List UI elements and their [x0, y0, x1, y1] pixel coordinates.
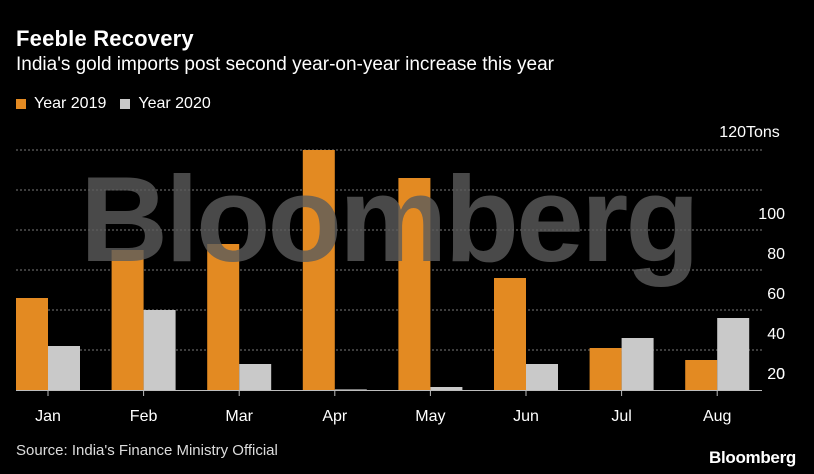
- bar-jan-year-2019: [16, 298, 48, 390]
- bar-apr-year-2019: [302, 150, 335, 390]
- y-tick-label-80: 80: [767, 246, 785, 263]
- legend-label-2020: Year 2020: [138, 95, 211, 112]
- bar-may-year-2019: [398, 178, 431, 390]
- legend-item-2020: Year 2020: [120, 95, 211, 113]
- x-tick-label-aug: Aug: [703, 408, 731, 425]
- bar-may-year-2020: [430, 387, 463, 390]
- bar-feb-year-2019: [111, 250, 144, 390]
- y-tick-label-40: 40: [767, 326, 785, 343]
- y-tick-label-20: 20: [767, 366, 785, 383]
- legend: Year 2019 Year 2020: [16, 95, 225, 113]
- y-tick-label-0: 0: [776, 366, 785, 383]
- chart-title: Feeble Recovery: [16, 26, 194, 51]
- chart-subtitle: India's gold imports post second year-on…: [16, 54, 555, 75]
- bar-mar-year-2020: [239, 364, 272, 390]
- bar-jul-year-2020: [621, 338, 654, 390]
- bar-feb-year-2020: [143, 310, 176, 390]
- y-tick-label-60: 60: [767, 286, 785, 303]
- y-tick-label-120: 120: [719, 124, 746, 141]
- y-unit-label: Tons: [746, 124, 780, 141]
- x-tick-label-jan: Jan: [35, 408, 61, 425]
- x-tick-label-may: May: [415, 408, 445, 425]
- legend-label-2019: Year 2019: [34, 95, 107, 112]
- y-tick-label-100: 100: [758, 206, 785, 223]
- legend-swatch-2020: [120, 99, 131, 109]
- x-tick-label-jun: Jun: [513, 408, 539, 425]
- x-tick-label-apr: Apr: [322, 408, 348, 425]
- bar-aug-year-2019: [685, 360, 718, 390]
- legend-swatch-2019: [16, 99, 26, 109]
- legend-item-2019: Year 2019: [16, 95, 106, 113]
- bar-jun-year-2019: [494, 278, 526, 390]
- x-tick-label-feb: Feb: [130, 408, 158, 425]
- bar-jul-year-2019: [589, 348, 622, 390]
- bar-mar-year-2019: [207, 244, 240, 390]
- bar-aug-year-2020: [717, 318, 750, 390]
- bar-jan-year-2020: [48, 346, 80, 390]
- bar-apr-year-2020: [334, 389, 367, 390]
- bloomberg-logo: Bloomberg: [708, 448, 796, 467]
- x-tick-label-mar: Mar: [225, 408, 253, 425]
- source-note: Source: India's Finance Ministry Officia…: [16, 442, 278, 459]
- bar-jun-year-2020: [526, 364, 558, 390]
- x-tick-label-jul: Jul: [611, 408, 631, 425]
